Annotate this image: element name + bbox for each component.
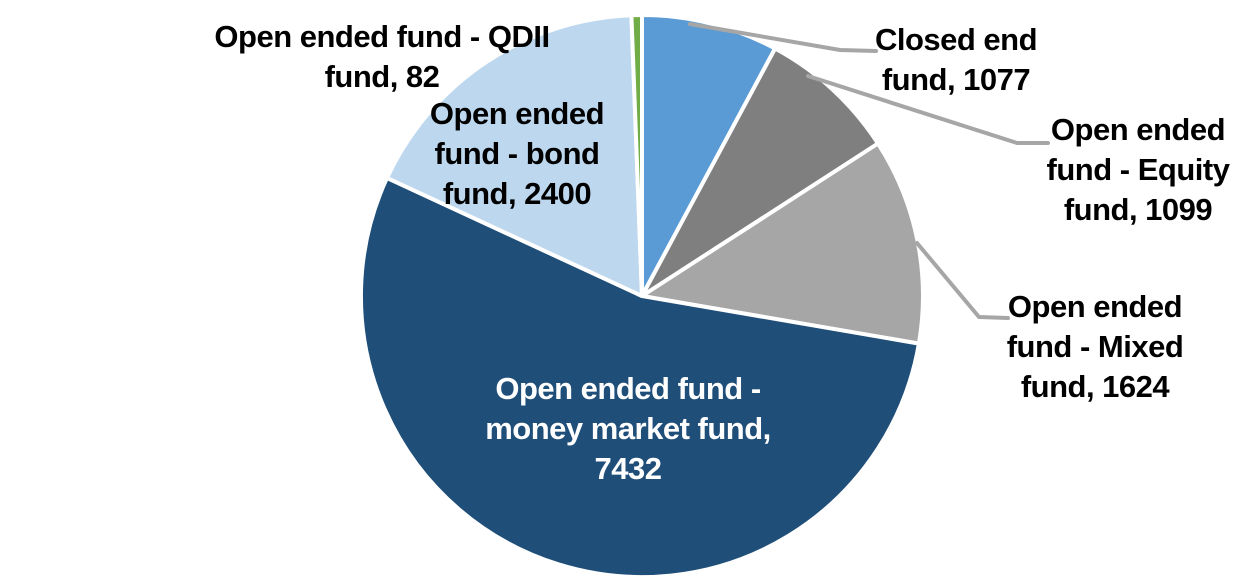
slice-label-closed-end-fund: Closed end fund, 1077	[874, 22, 1038, 97]
pie-slice-open-ended-fund-money-market-fund	[358, 175, 921, 580]
leader-line-mixed-fund	[915, 241, 1010, 320]
slice-label-bond-fund: Open ended fund - bond fund, 2400	[429, 96, 605, 211]
pie-slice-open-ended-fund-bond-fund	[385, 13, 644, 298]
slice-label-mixed-fund: Open ended fund - Mixed fund, 1624	[1006, 289, 1184, 404]
pie-slice-closed-end-fund	[640, 13, 778, 298]
slice-label-equity-fund: Open ended fund - Equity fund, 1099	[1046, 112, 1230, 227]
pie-slice-open-ended-fund-qdii-fund	[629, 13, 644, 298]
pie-slice-open-ended-fund-equity-fund	[640, 46, 880, 298]
leader-line-closed-end-fund	[688, 22, 878, 53]
pie-slice-open-ended-fund-mixed-fund	[640, 141, 925, 346]
slice-label-money-market-fund: Open ended fund - money market fund, 743…	[485, 371, 771, 486]
slice-label-qdii-fund: Open ended fund - QDII fund, 82	[214, 19, 550, 94]
leader-line-equity-fund	[806, 74, 1050, 145]
